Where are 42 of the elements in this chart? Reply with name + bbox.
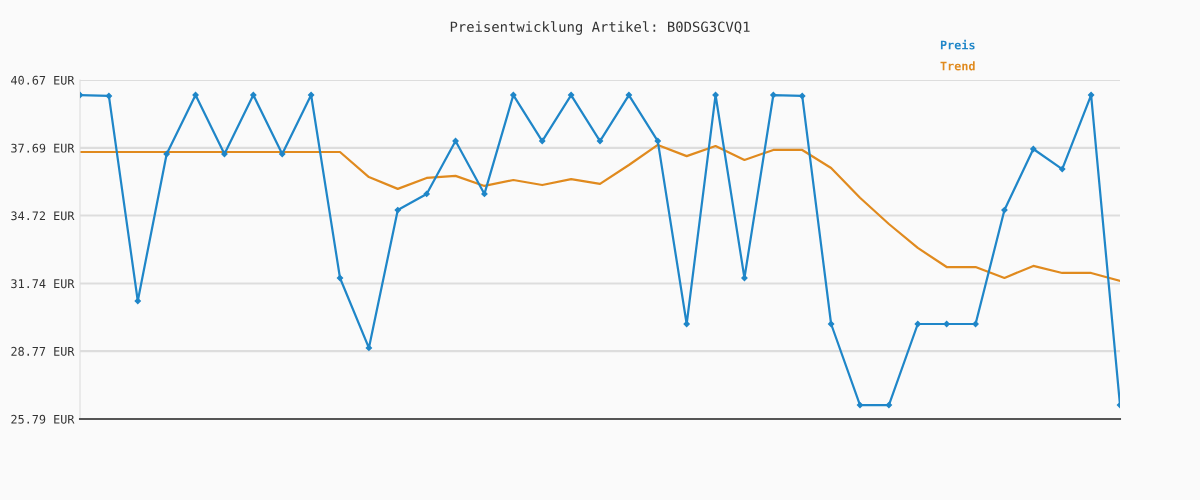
- point: [799, 92, 806, 100]
- point: [683, 320, 690, 328]
- point: [1030, 145, 1037, 153]
- point: [1087, 91, 1095, 99]
- point: [1059, 165, 1066, 173]
- point: [1001, 206, 1008, 214]
- point: [163, 150, 170, 158]
- point: [770, 91, 777, 99]
- point: [943, 320, 950, 328]
- chart-title: Preisentwicklung Artikel: B0DSG3CVQ1: [450, 21, 750, 35]
- point: [221, 150, 228, 158]
- point: [972, 320, 979, 328]
- point: [105, 92, 113, 100]
- point: [567, 91, 575, 99]
- y-tick-label: 37.69 EUR: [11, 143, 75, 153]
- point: [423, 190, 430, 198]
- point: [394, 206, 401, 214]
- point: [279, 150, 286, 158]
- point: [856, 401, 864, 409]
- point: [596, 137, 604, 145]
- y-tick-label: 34.72 EUR: [11, 211, 75, 221]
- text: Preis: [940, 39, 975, 50]
- y-tick-label: 28.77 EUR: [11, 346, 75, 356]
- point: [914, 320, 921, 328]
- point: [365, 344, 373, 352]
- point: [885, 401, 893, 409]
- point: [827, 320, 835, 328]
- point: [481, 190, 488, 198]
- point: [134, 297, 141, 305]
- y-tick-label: 40.67 EUR: [11, 75, 75, 85]
- point: [336, 274, 344, 282]
- point: [539, 137, 546, 145]
- point: [452, 137, 459, 145]
- line-series: [80, 91, 1120, 409]
- point: [510, 91, 517, 99]
- y-tick-label: 31.74 EUR: [11, 279, 75, 289]
- y-tick-label: 25.79 EUR: [11, 414, 75, 424]
- text: Trend: [940, 61, 975, 71]
- point: [307, 91, 315, 99]
- point: [625, 91, 633, 99]
- point: [654, 137, 661, 145]
- point: [250, 91, 257, 99]
